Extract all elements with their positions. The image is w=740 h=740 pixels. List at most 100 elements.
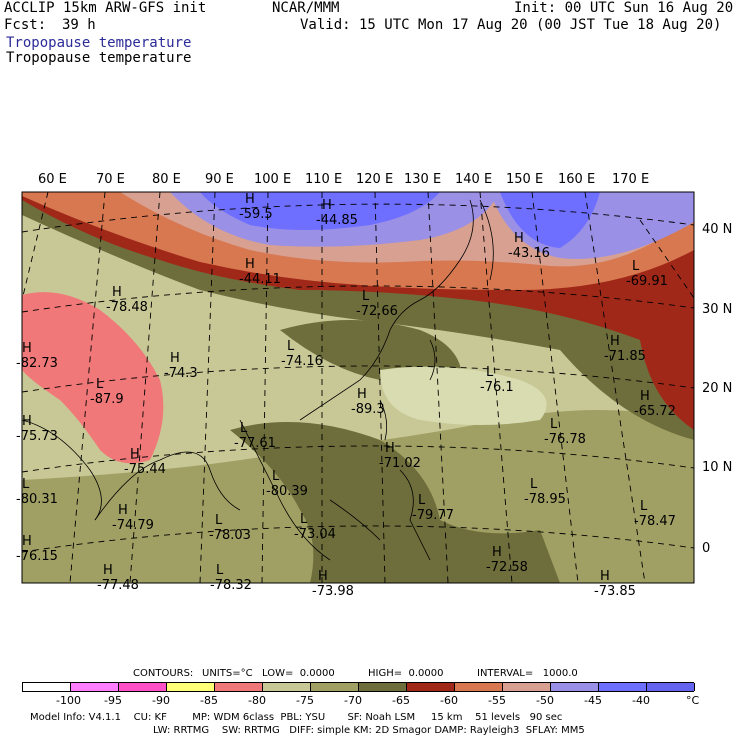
extremum-value: -78.48 — [106, 300, 148, 315]
extremum-type: H — [318, 569, 328, 584]
extremum-type: L — [96, 377, 104, 392]
lon-label: 160 E — [558, 172, 596, 187]
extremum-label: H-78.48 — [106, 285, 148, 315]
extremum-type: L — [550, 417, 558, 432]
colorbar-cell — [119, 683, 167, 691]
extremum-label: H-43.16 — [508, 231, 550, 261]
extremum-value: -43.16 — [508, 246, 550, 261]
lon-label: 80 E — [152, 172, 181, 187]
extremum-type: H — [357, 387, 367, 402]
colorbar-cell — [23, 683, 71, 691]
extremum-label: H-74.3 — [164, 351, 198, 381]
extremum-value: -78.32 — [210, 578, 252, 593]
field-title-secondary: Tropopause temperature — [6, 50, 192, 66]
field-title-primary: Tropopause temperature — [6, 35, 192, 51]
extremum-label: L-78.47 — [634, 499, 676, 529]
colorbar-cell — [263, 683, 311, 691]
extremum-value: -87.9 — [90, 392, 124, 407]
contours-label: CONTOURS: — [133, 668, 194, 679]
colorbar-cell — [167, 683, 215, 691]
extremum-type: H — [245, 192, 255, 207]
extremum-label: L-72.66 — [356, 289, 398, 319]
extremum-type: H — [385, 441, 395, 456]
lon-label: 100 E — [254, 172, 292, 187]
colorbar-tick-label: -65 — [392, 694, 410, 707]
lon-label: 150 E — [506, 172, 544, 187]
contours-units: UNITS=°C — [202, 668, 253, 679]
extremum-type: H — [130, 447, 140, 462]
extremum-type: H — [22, 341, 32, 356]
extremum-value: -75.73 — [16, 429, 58, 444]
extremum-type: H — [610, 334, 620, 349]
extremum-value: -82.73 — [16, 356, 58, 371]
colorbar-cell — [407, 683, 455, 691]
colorbar-cell — [647, 683, 695, 691]
extremum-label: L-69.91 — [626, 259, 668, 289]
extremum-type: H — [103, 563, 113, 578]
extremum-value: -71.85 — [604, 349, 646, 364]
extremum-value: -76.78 — [544, 432, 586, 447]
extremum-label: H-44.85 — [316, 198, 358, 228]
extremum-type: L — [287, 339, 295, 354]
extremum-value: -89.3 — [351, 402, 385, 417]
colorbar-cell — [455, 683, 503, 691]
extremum-type: H — [112, 285, 122, 300]
contours-low: LOW= 0.0000 — [262, 668, 335, 679]
extremum-label: L-80.39 — [266, 469, 308, 499]
header-valid: Valid: 15 UTC Mon 17 Aug 20 (00 JST Tue … — [300, 17, 722, 33]
extremum-type: H — [640, 389, 650, 404]
colorbar-tick-label: -45 — [584, 694, 602, 707]
extremum-type: H — [118, 503, 128, 518]
extremum-type: L — [22, 477, 30, 492]
extremum-type: L — [300, 512, 308, 527]
lat-label: 10 N — [702, 460, 733, 475]
colorbar-tick-label: -50 — [536, 694, 554, 707]
extremum-type: H — [170, 351, 180, 366]
extremum-label: H-59.5 — [239, 192, 273, 222]
colorbar-cell — [503, 683, 551, 691]
extremum-label: L-80.31 — [16, 477, 58, 507]
extremum-label: H-72.58 — [486, 545, 528, 575]
extremum-value: -71.02 — [379, 456, 421, 471]
extremum-label: L-76.1 — [480, 365, 514, 395]
extremum-label: H-73.85 — [594, 569, 636, 599]
colorbar-tick-label: -95 — [104, 694, 122, 707]
extremum-type: L — [362, 289, 370, 304]
extremum-label: H-89.3 — [351, 387, 385, 417]
extremum-label: H-71.02 — [379, 441, 421, 471]
extremum-value: -76.15 — [16, 549, 58, 564]
extremum-label: L-78.32 — [210, 563, 252, 593]
colorbar-cell — [599, 683, 647, 691]
extremum-value: -79.77 — [412, 508, 454, 523]
lat-label: 40 N — [702, 222, 733, 237]
extremum-value: -74.3 — [164, 366, 198, 381]
extremum-label: L-87.9 — [90, 377, 124, 407]
lon-label: 70 E — [96, 172, 125, 187]
extremum-value: -76.1 — [480, 380, 514, 395]
header-model: ACCLIP 15km ARW-GFS init — [4, 0, 207, 16]
lon-label: 60 E — [38, 172, 67, 187]
extremum-value: -78.95 — [524, 492, 566, 507]
colorbar-tick-label: -60 — [440, 694, 458, 707]
extremum-value: -44.11 — [239, 272, 281, 287]
lat-label: 20 N — [702, 381, 733, 396]
extremum-value: -78.03 — [209, 528, 251, 543]
colorbar-tick-label: -80 — [248, 694, 266, 707]
extremum-type: L — [216, 563, 224, 578]
extremum-value: -77.48 — [97, 578, 139, 593]
lon-label: 120 E — [356, 172, 394, 187]
lon-label: 170 E — [612, 172, 650, 187]
extremum-value: -74.16 — [281, 354, 323, 369]
extremum-label: L-76.78 — [544, 417, 586, 447]
extremum-type: L — [272, 469, 280, 484]
extremum-label: H-74.79 — [112, 503, 154, 533]
colorbar-tick-label: °C — [686, 694, 700, 707]
extremum-type: H — [600, 569, 610, 584]
contours-high: HIGH= 0.0000 — [368, 668, 444, 679]
colorbar — [22, 682, 695, 692]
extremum-value: -73.98 — [312, 584, 354, 599]
extremum-label: H-75.73 — [16, 414, 58, 444]
colorbar-cell — [71, 683, 119, 691]
extremum-label: H-71.85 — [604, 334, 646, 364]
extremum-label: H-73.98 — [312, 569, 354, 599]
